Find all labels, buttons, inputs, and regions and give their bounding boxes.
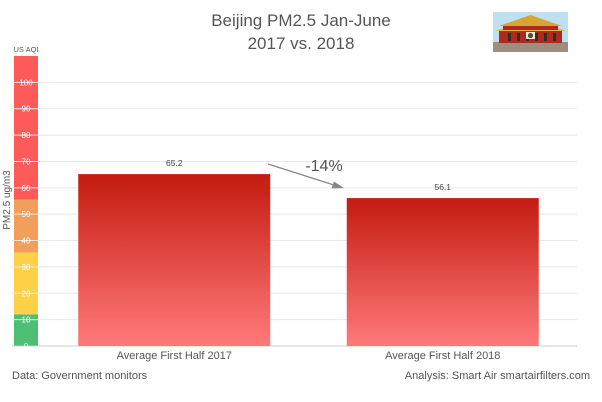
- aqi-axis-label: US AQI: [13, 45, 38, 54]
- data-source-label: Data: Government monitors: [12, 370, 148, 382]
- y-tick-30: 30: [22, 263, 31, 272]
- change-arrow: [267, 163, 338, 187]
- y-tick-70: 70: [22, 157, 31, 166]
- bar-1: [78, 174, 271, 346]
- y-tick-100: 100: [19, 78, 33, 87]
- change-arrowhead: [331, 181, 344, 189]
- chart-title-line1: Beijing PM2.5 Jan-June: [211, 11, 391, 30]
- y-tick-60: 60: [22, 184, 31, 193]
- y-tick-50: 50: [22, 210, 31, 219]
- bar-2: [346, 198, 539, 346]
- aqi-band-2: [14, 199, 38, 253]
- aqi-band-3: [14, 56, 38, 200]
- bar-value-label-1: 65.2: [166, 158, 183, 168]
- change-label: -14%: [305, 158, 342, 175]
- y-tick-10: 10: [22, 316, 31, 325]
- chart-title-line2: 2017 vs. 2018: [248, 34, 355, 53]
- analysis-credit-label: Analysis: Smart Air smartairfilters.com: [405, 370, 590, 382]
- bar-value-label-2: 56.1: [434, 182, 451, 192]
- y-axis-label: PM2.5 ug/m3: [2, 170, 13, 230]
- y-tick-40: 40: [22, 237, 31, 246]
- category-label-1: Average First Half 2017: [117, 350, 232, 362]
- y-tick-90: 90: [22, 105, 31, 114]
- y-tick-0: 0: [24, 342, 29, 351]
- bars: 65.2 Average First Half 2017 56.1 Average F…: [78, 158, 539, 362]
- change-annotation: -14%: [267, 158, 344, 189]
- aqi-band-1: [14, 252, 38, 315]
- aqi-color-bar: [14, 56, 38, 346]
- y-tick-20: 20: [22, 289, 31, 298]
- tiananmen-gate-icon: [493, 12, 568, 52]
- y-tick-80: 80: [22, 131, 31, 140]
- y-tick-labels: 0 10 20 30 40 50 60 70 80 90 100: [19, 78, 33, 351]
- category-label-2: Average First Half 2018: [385, 350, 500, 362]
